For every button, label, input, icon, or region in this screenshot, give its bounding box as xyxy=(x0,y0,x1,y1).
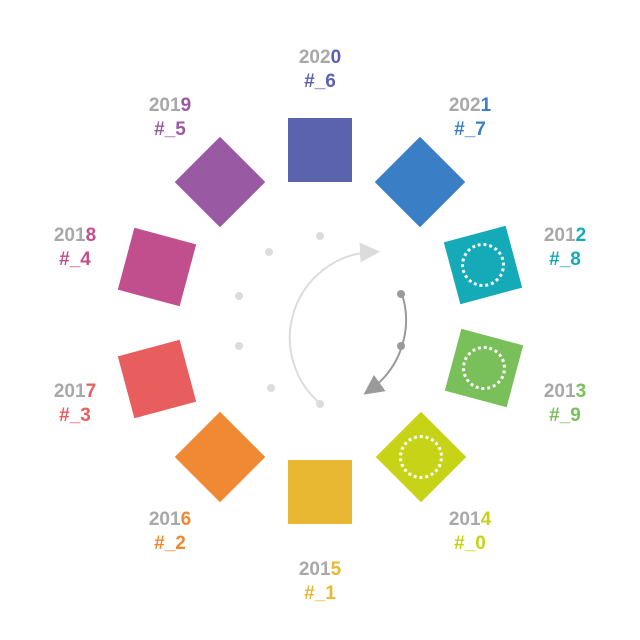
year-label-2020: 2020 #_6 xyxy=(265,46,375,94)
light-dot-1 xyxy=(316,400,324,408)
dark-dot-1 xyxy=(397,290,405,298)
year-prefix: 202 xyxy=(448,95,481,116)
year-label-2015: 2015 #_1 xyxy=(265,558,375,606)
light-cycle-arc xyxy=(288,242,380,406)
light-dot-5 xyxy=(265,248,273,256)
year-prefix: 201 xyxy=(53,381,86,402)
year-prefix: 201 xyxy=(148,509,181,530)
year-prefix: 201 xyxy=(543,225,576,246)
year-last-digit: 0 xyxy=(330,47,342,68)
light-dot-3 xyxy=(235,342,243,350)
year-text: 2019 xyxy=(115,94,225,118)
light-dot-2 xyxy=(267,384,275,392)
year-last-digit: 5 xyxy=(330,559,342,580)
year-last-digit: 9 xyxy=(180,95,192,116)
year-text: 2020 xyxy=(265,46,375,70)
year-label-2012: 2012 #_8 xyxy=(510,224,620,272)
year-code: #_3 xyxy=(59,405,91,426)
year-label-2013: 2013 #_9 xyxy=(510,380,620,428)
dotted-ring-icon xyxy=(389,425,453,489)
year-prefix: 202 xyxy=(298,47,331,68)
year-code: #_8 xyxy=(549,249,581,270)
light-dot-6 xyxy=(316,232,324,240)
year-square-2015 xyxy=(288,460,352,524)
year-prefix: 201 xyxy=(298,559,331,580)
year-code: #_2 xyxy=(154,533,186,554)
year-text: 2015 xyxy=(265,558,375,582)
year-text: 2018 xyxy=(20,224,130,248)
year-last-digit: 4 xyxy=(480,509,492,530)
dark-dot-2 xyxy=(397,342,405,350)
year-prefix: 201 xyxy=(543,381,576,402)
year-code: #_1 xyxy=(304,583,336,604)
year-label-2016: 2016 #_2 xyxy=(115,508,225,556)
year-text: 2013 xyxy=(510,380,620,404)
year-code: #_9 xyxy=(549,405,581,426)
year-prefix: 201 xyxy=(53,225,86,246)
year-last-digit: 8 xyxy=(85,225,97,246)
year-last-digit: 3 xyxy=(575,381,587,402)
year-code: #_4 xyxy=(59,249,91,270)
year-label-2014: 2014 #_0 xyxy=(415,508,525,556)
year-label-2019: 2019 #_5 xyxy=(115,94,225,142)
dark-cycle-arc xyxy=(363,293,407,395)
light-dot-4 xyxy=(235,292,243,300)
year-code: #_7 xyxy=(454,119,486,140)
year-label-2018: 2018 #_4 xyxy=(20,224,130,272)
year-text: 2017 xyxy=(20,380,130,404)
year-last-digit: 7 xyxy=(85,381,97,402)
year-label-2021: 2021 #_7 xyxy=(415,94,525,142)
year-last-digit: 2 xyxy=(575,225,587,246)
year-text: 2012 xyxy=(510,224,620,248)
year-code: #_0 xyxy=(454,533,486,554)
dotted-ring-icon xyxy=(457,341,511,395)
dotted-ring-icon xyxy=(456,238,510,292)
year-prefix: 201 xyxy=(148,95,181,116)
year-last-digit: 1 xyxy=(480,95,492,116)
year-square-2020 xyxy=(288,118,352,182)
year-text: 2016 xyxy=(115,508,225,532)
year-label-2017: 2017 #_3 xyxy=(20,380,130,428)
year-text: 2021 xyxy=(415,94,525,118)
year-code: #_6 xyxy=(304,71,336,92)
year-prefix: 201 xyxy=(448,509,481,530)
year-code: #_5 xyxy=(154,119,186,140)
year-last-digit: 6 xyxy=(180,509,192,530)
year-text: 2014 xyxy=(415,508,525,532)
